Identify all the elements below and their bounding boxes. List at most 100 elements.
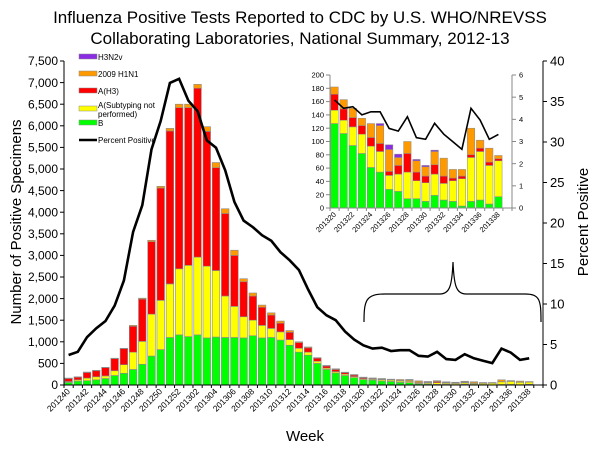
bar-segment-a-subtyping-not-performed--201302 [193, 256, 202, 336]
legend-swatch-2009-h1n1 [78, 70, 98, 77]
bar-segment-a-subtyping-not-performed--201306 [230, 306, 239, 338]
bar-segment-h3n2v-201331 [430, 149, 439, 152]
bar-segment-a-h3--201245 [110, 358, 119, 372]
y-tick-label: 3,000 [28, 249, 58, 263]
bar-segment-2009-h1n1-201324 [366, 123, 375, 138]
bar-segment-b-201330 [421, 201, 430, 209]
y-tick-label: 4,500 [28, 184, 58, 198]
bar-segment-a-subtyping-not-performed--201320 [330, 109, 339, 124]
bar-segment-2009-h1n1-201331 [430, 151, 439, 166]
bar-segment-a-h3--201311 [276, 322, 285, 333]
bar-segment-b-201302 [193, 334, 202, 386]
bar-segment-a-subtyping-not-performed--201248 [138, 341, 147, 365]
bar-segment-a-h3--201310 [267, 314, 276, 329]
bar-segment-b-201323 [357, 153, 366, 209]
bar-segment-b-201307 [239, 337, 248, 386]
bar-segment-a-h3--201327 [394, 165, 403, 175]
bar-segment-2009-h1n1-201312 [285, 330, 294, 333]
bar-segment-b-201252 [175, 334, 184, 386]
y-tick-label: 4,000 [28, 205, 58, 219]
y-tick-label: 40 [316, 177, 324, 186]
bar-segment-a-subtyping-not-performed--201301 [184, 265, 193, 337]
bar-segment-2009-h1n1-201318 [340, 371, 350, 373]
bar-segment-2009-h1n1-201250 [156, 185, 165, 189]
bar-segment-2009-h1n1-201337 [515, 380, 525, 383]
x-tick-label: 201338 [478, 210, 502, 234]
bar-segment-2009-h1n1-201332 [439, 157, 448, 177]
main-bars [64, 84, 534, 386]
bar-segment-2009-h1n1-201327 [394, 157, 403, 166]
bar-segment-2009-h1n1-201302 [193, 84, 202, 89]
bar-segment-b-201324 [366, 167, 375, 209]
legend-label-b: B [98, 119, 103, 128]
bar-segment-a-subtyping-not-performed--201336 [476, 151, 485, 201]
y-tick-label: 80 [316, 150, 324, 159]
chart-title-line-2: Collaborating Laboratories, National Sum… [90, 29, 510, 48]
bar-segment-a-subtyping-not-performed--201245 [110, 370, 119, 376]
bar-segment-b-201332 [439, 199, 448, 209]
bar-segment-a-subtyping-not-performed--201338 [494, 160, 503, 197]
bar-segment-h3n2v-201329 [412, 159, 421, 162]
legend-label-2009-h1n1: 2009 H1N1 [98, 70, 139, 79]
bar-segment-a-h3--201312 [285, 331, 294, 340]
bar-segment-b-201336 [476, 199, 485, 209]
bar-segment-2009-h1n1-201322 [377, 378, 386, 380]
bar-segment-a-subtyping-not-performed--201246 [119, 364, 128, 374]
chart-title-line-1: Influenza Positive Tests Reported to CDC… [53, 8, 547, 27]
legend: H3N2v 2009 H1N1 A(H3) A(Subtyping not perfor… [78, 53, 156, 145]
y2-tick-label: 5 [519, 93, 523, 102]
bar-segment-2009-h1n1-201251 [165, 128, 175, 132]
bar-segment-a-h3--201314 [304, 347, 313, 353]
bar-segment-a-h3--201244 [101, 367, 110, 377]
bar-segment-a-subtyping-not-performed--201250 [156, 300, 165, 350]
inset-bars [330, 86, 503, 209]
bar-segment-b-201322 [377, 380, 386, 386]
y-tick-label: 1,500 [28, 313, 58, 327]
legend-swatch-h3n2v [78, 53, 98, 60]
bar-segment-a-subtyping-not-performed--201334 [457, 178, 466, 207]
bar-segment-b-201306 [230, 337, 239, 386]
bar-segment-a-h3--201301 [184, 107, 193, 266]
bar-segment-b-201326 [385, 189, 394, 209]
bar-segment-b-201301 [184, 336, 193, 386]
bar-segment-a-subtyping-not-performed--201332 [439, 183, 448, 201]
bar-segment-2009-h1n1-201309 [257, 304, 267, 308]
bar-segment-a-subtyping-not-performed--201331 [430, 173, 439, 196]
y2-tick-label: 30 [550, 135, 564, 150]
bar-segment-a-subtyping-not-performed--201303 [202, 265, 211, 339]
bar-segment-a-subtyping-not-performed--201333 [448, 180, 457, 202]
bar-segment-2009-h1n1-201330 [421, 166, 430, 177]
bar-segment-a-h3--201326 [385, 171, 394, 176]
bar-segment-a-subtyping-not-performed--201252 [175, 268, 184, 336]
bar-segment-2009-h1n1-201326 [385, 149, 394, 172]
bar-segment-a-subtyping-not-performed--201315 [313, 360, 322, 364]
bar-segment-a-subtyping-not-performed--201312 [285, 339, 294, 346]
bar-segment-b-201245 [110, 375, 119, 386]
bar-segment-a-h3--201240 [64, 378, 73, 382]
bar-segment-a-subtyping-not-performed--201308 [248, 319, 257, 337]
legend-swatch-a-h3- [78, 87, 98, 94]
percent-positive-line [68, 77, 530, 365]
bar-segment-b-201312 [285, 344, 294, 386]
bar-segment-2009-h1n1-201336 [476, 139, 485, 149]
bar-segment-b-201327 [394, 191, 403, 209]
inset-percent-positive-line [334, 99, 499, 151]
bar-segment-2009-h1n1-201308 [248, 292, 257, 297]
bar-segment-2009-h1n1-201306 [230, 249, 239, 256]
bar-segment-a-subtyping-not-performed--201335 [497, 381, 506, 385]
bar-segment-a-subtyping-not-performed--201327 [394, 173, 403, 192]
y-axis-label: Number of Positive Specimens [8, 119, 25, 324]
bar-segment-2009-h1n1-201332 [469, 381, 478, 384]
y2-tick-label: 15 [550, 256, 564, 271]
y-tick-label: 140 [311, 111, 324, 120]
bar-segment-2009-h1n1-201337 [485, 147, 494, 163]
y-tick-label: 5,500 [28, 141, 58, 155]
bar-segment-a-h3--201329 [412, 171, 421, 181]
bar-segment-a-subtyping-not-performed--201311 [276, 331, 285, 341]
bar-segment-b-201316 [322, 369, 331, 386]
bar-segment-a-h3--201306 [230, 255, 239, 307]
y-tick-label: 160 [311, 97, 324, 106]
bar-segment-a-subtyping-not-performed--201243 [92, 376, 101, 381]
bar-segment-b-201243 [92, 379, 101, 386]
